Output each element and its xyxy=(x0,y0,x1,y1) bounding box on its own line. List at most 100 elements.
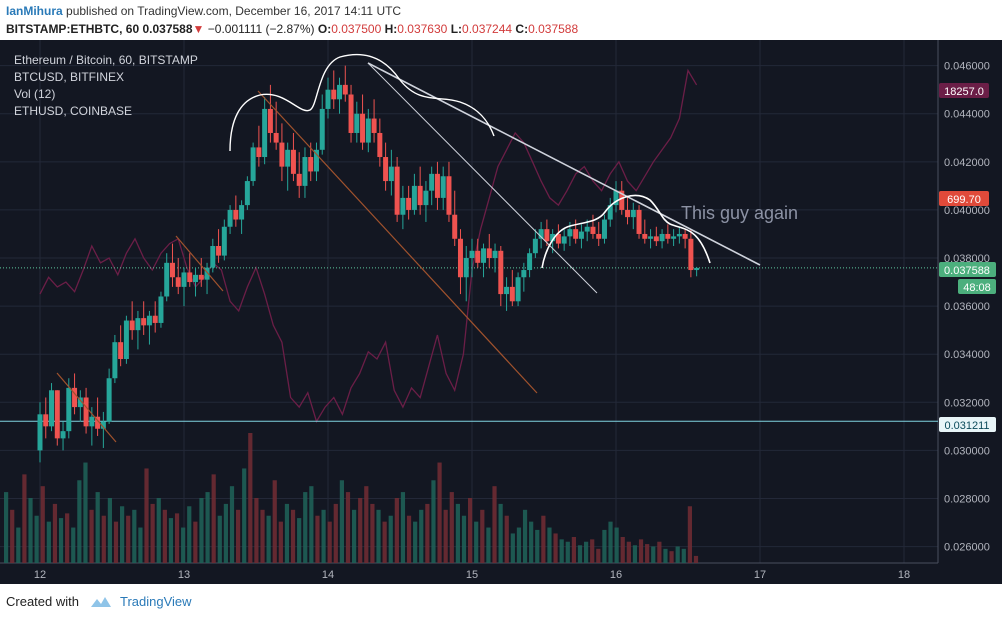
candle-7 xyxy=(77,390,83,422)
volume-bar-96 xyxy=(590,539,595,563)
volume-bar-18 xyxy=(113,521,119,563)
candle-body-5 xyxy=(66,387,72,432)
volume-bar-102 xyxy=(626,541,631,563)
head-shoulders-curve-1[interactable] xyxy=(229,53,495,152)
close-value: 0.037588 xyxy=(528,22,579,36)
volume-bar-19 xyxy=(120,506,125,563)
tradingview-link[interactable]: TradingView xyxy=(120,594,192,609)
trendline-white-2[interactable] xyxy=(367,62,761,266)
candle-body-63 xyxy=(400,197,406,215)
price-axis[interactable]: 0.0460000.0440000.0420000.0400000.038000… xyxy=(944,61,990,554)
trendline-orange-3[interactable] xyxy=(56,372,117,443)
low-value: 0.037244 xyxy=(462,22,513,36)
volume-bar-5 xyxy=(34,515,39,563)
candle-body-72 xyxy=(452,214,458,239)
chart-container[interactable]: This guy again 0.046000 0.044000 0.042000 0… xyxy=(0,40,1002,584)
candle-body-64 xyxy=(406,197,412,210)
volume-bar-16 xyxy=(101,515,106,563)
candle-68 xyxy=(429,166,435,206)
candle-body-87 xyxy=(538,229,544,239)
change-value: −0.001111 (−2.87%) xyxy=(207,22,315,36)
volume-bar-40 xyxy=(248,433,253,563)
candle-18 xyxy=(141,301,147,335)
volume-bar-81 xyxy=(498,503,503,563)
candle-11 xyxy=(100,411,106,448)
candle-94 xyxy=(578,224,584,249)
candle-body-29 xyxy=(204,267,210,280)
trendline-white-1[interactable] xyxy=(367,62,598,294)
volume-bar-55 xyxy=(339,480,344,563)
volume-bar-56 xyxy=(345,492,351,563)
price-chart[interactable]: This guy again 0.046000 0.044000 0.042000 0… xyxy=(0,40,1002,584)
trendline-orange-1[interactable] xyxy=(257,90,538,394)
volume-bar-101 xyxy=(620,537,625,563)
candle-body-81 xyxy=(504,286,510,295)
annotation-text[interactable]: This guy again xyxy=(681,203,798,223)
candle-84 xyxy=(521,262,527,292)
volume-bar-29 xyxy=(181,527,186,563)
head-shoulders-curve-2[interactable] xyxy=(541,194,711,269)
candle-body-30 xyxy=(210,245,216,268)
drawings[interactable]: This guy again xyxy=(56,53,798,443)
price-badges: 18257.0 699.70 0.037588 48:08 0.031211 xyxy=(939,83,996,432)
candle-body-7 xyxy=(77,397,83,408)
candle-59 xyxy=(377,118,383,167)
volume-bar-2 xyxy=(16,527,21,563)
volume-bar-8 xyxy=(52,503,58,563)
volume-bar-90 xyxy=(553,533,558,563)
time-axis[interactable]: 12 13 14 15 16 17 18 xyxy=(34,569,910,581)
candle-37 xyxy=(250,142,256,186)
author-name[interactable]: IanMihura xyxy=(6,4,63,18)
candle-105 xyxy=(642,219,648,244)
ohlc-header: BITSTAMP:ETHBTC, 60 0.037588▼ −0.001111 … xyxy=(6,22,578,36)
candle-61 xyxy=(388,149,394,196)
candle-73 xyxy=(457,229,463,295)
candle-80 xyxy=(498,245,504,307)
candle-body-36 xyxy=(244,181,250,206)
volume-bar-53 xyxy=(327,521,332,563)
volume-bar-42 xyxy=(260,509,265,563)
candle-body-78 xyxy=(486,248,492,259)
volume-bar-44 xyxy=(272,480,277,563)
chart-legend: Ethereum / Bitcoin, 60, BITSTAMP BTCUSD,… xyxy=(14,53,198,118)
candle-16 xyxy=(129,301,135,340)
candle-22 xyxy=(164,253,170,302)
change-arrow: ▼ xyxy=(192,22,205,36)
badge-hline: 0.031211 xyxy=(944,420,989,432)
volume-bar-69 xyxy=(425,503,430,563)
candle-body-112 xyxy=(682,233,688,239)
candle-body-0 xyxy=(37,414,43,451)
volume-bar-47 xyxy=(290,509,296,563)
candle-body-39 xyxy=(262,108,268,158)
volume-bar-110 xyxy=(675,546,680,563)
trendline-orange-2[interactable] xyxy=(175,235,224,292)
candle-53 xyxy=(342,65,348,102)
candle-body-66 xyxy=(417,185,423,206)
candle-body-111 xyxy=(676,233,682,237)
candle-29 xyxy=(204,262,210,295)
volume-bar-76 xyxy=(468,498,473,563)
candle-41 xyxy=(273,101,279,150)
candle-1 xyxy=(43,397,49,439)
volume-bar-94 xyxy=(577,545,583,563)
candle-76 xyxy=(475,238,481,268)
volume-bar-73 xyxy=(449,492,454,563)
candle-26 xyxy=(187,253,193,287)
volume-bar-1 xyxy=(10,509,15,563)
candle-body-109 xyxy=(665,233,671,239)
candle-body-23 xyxy=(169,262,175,278)
candle-body-28 xyxy=(198,274,204,280)
y-tick-label-5: 0.036000 xyxy=(944,301,990,313)
btcusd-line xyxy=(0,68,938,424)
candle-106 xyxy=(648,229,654,249)
candle-12 xyxy=(106,368,112,424)
candle-body-95 xyxy=(584,226,590,232)
volume-bar-111 xyxy=(681,548,686,563)
volume-bar-50 xyxy=(309,486,314,563)
tradingview-logo-icon[interactable] xyxy=(89,595,113,609)
candle-4 xyxy=(60,421,66,451)
candle-body-84 xyxy=(521,270,527,278)
candle-body-91 xyxy=(561,236,567,244)
candle-85 xyxy=(527,248,533,278)
badge-countdown: 48:08 xyxy=(963,282,991,294)
